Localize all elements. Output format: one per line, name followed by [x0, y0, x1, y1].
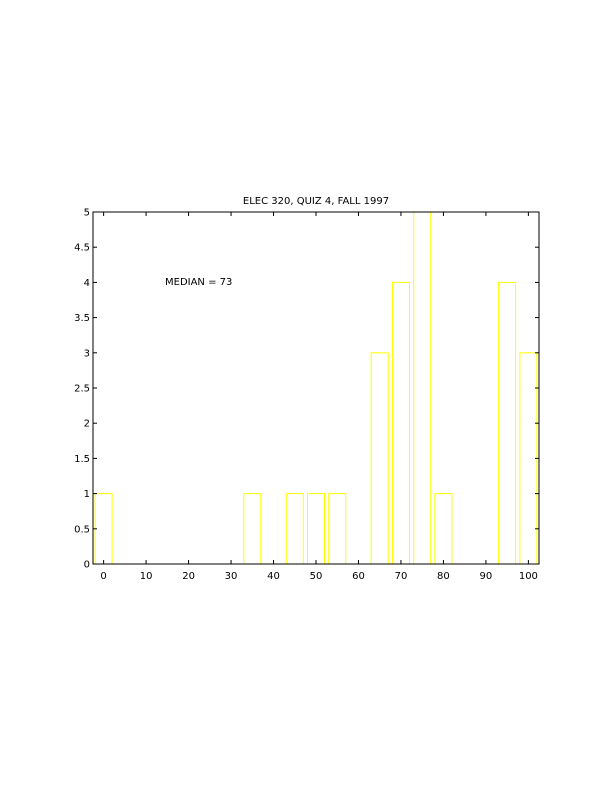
- median-annotation: MEDIAN = 73: [165, 277, 232, 288]
- x-tick-label: 20: [182, 571, 195, 582]
- y-tick-label: 1.5: [74, 454, 90, 465]
- y-tick-label: 1: [84, 489, 90, 500]
- x-tick-label: 70: [395, 571, 408, 582]
- x-tick-label: 0: [100, 571, 106, 582]
- bar: [392, 281, 410, 565]
- chart-title: ELEC 320, QUIZ 4, FALL 1997: [243, 196, 389, 207]
- bar: [413, 211, 432, 565]
- x-tick-label: 50: [310, 571, 323, 582]
- y-tick-label: 5: [84, 208, 90, 219]
- bar: [307, 493, 325, 565]
- y-tick-label: 0: [84, 560, 90, 571]
- x-axis: 0 10 20 30 40 50 60 70 80 90 100: [100, 212, 538, 582]
- x-tick-label: 60: [352, 571, 365, 582]
- bars-group: [94, 211, 538, 565]
- y-tick-label: 2.5: [74, 384, 90, 395]
- plot-frame: [92, 211, 540, 565]
- x-tick-label: 40: [267, 571, 280, 582]
- bar: [519, 352, 538, 565]
- x-tick-label: 90: [480, 571, 493, 582]
- y-tick-label: 2: [84, 419, 90, 430]
- x-tick-label: 30: [225, 571, 238, 582]
- bar: [434, 493, 453, 565]
- y-tick-label: 0.5: [74, 524, 90, 535]
- bar: [328, 493, 347, 565]
- y-tick-label: 4.5: [74, 243, 90, 254]
- x-tick-label: 80: [437, 571, 450, 582]
- bar: [243, 493, 262, 565]
- y-tick-label: 3: [84, 348, 90, 359]
- bar: [370, 352, 389, 565]
- y-tick-label: 4: [84, 278, 90, 289]
- x-tick-label: 10: [140, 571, 153, 582]
- x-tick-label: 100: [519, 571, 538, 582]
- y-axis: 0 0.5 1 1.5 2 2.5 3 3.5 4 4.5 5: [74, 208, 539, 571]
- bar: [498, 281, 517, 565]
- bar: [94, 493, 113, 565]
- y-tick-label: 3.5: [74, 313, 90, 324]
- bar: [285, 493, 304, 565]
